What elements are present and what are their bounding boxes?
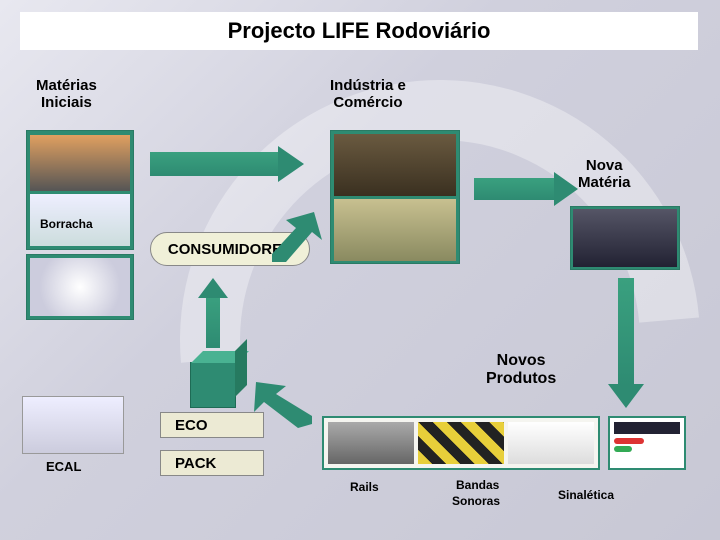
arrow-materias-industria [150,152,278,176]
arrow-nova-novos [618,278,634,386]
label-novos-produtos: Novos Produtos [486,352,556,387]
label-borracha: Borracha [40,218,93,231]
label-rails: Rails [350,480,379,494]
sinaletica-panel [608,416,686,470]
pack-box: PACK [160,450,264,476]
plastico-image [26,254,134,320]
nova-materia-image [570,206,680,270]
label-bandas: Bandas [456,478,499,492]
arrow-cube-consumidores [206,296,220,348]
arrow-consumidores-industria [264,210,324,270]
label-industria-comercio: Indústria e Comércio [330,78,406,111]
product-bandas-image [418,422,504,464]
materias-image-stack [26,130,134,250]
label-nova-materia: Nova Matéria [578,158,631,191]
label-ecal: ECAL [46,460,81,474]
product-sinaletica-image [508,422,594,464]
arrow-industria-nova [474,178,554,200]
page-title: Projecto LIFE Rodoviário [20,12,698,50]
products-frame [322,416,600,470]
arrow-head-3 [608,384,644,408]
cube-icon [190,362,236,408]
label-materias-iniciais: Matérias Iniciais [36,78,97,111]
label-sonoras: Sonoras [452,494,500,508]
arrow-head-1 [278,146,304,182]
product-rails-image [328,422,414,464]
ecal-image [22,396,124,454]
arrow-head-5 [198,278,228,298]
eco-box: ECO [160,412,264,438]
industria-image-stack [330,130,460,264]
arrow-head-2 [554,172,578,206]
label-sinaletica: Sinalética [558,488,614,502]
